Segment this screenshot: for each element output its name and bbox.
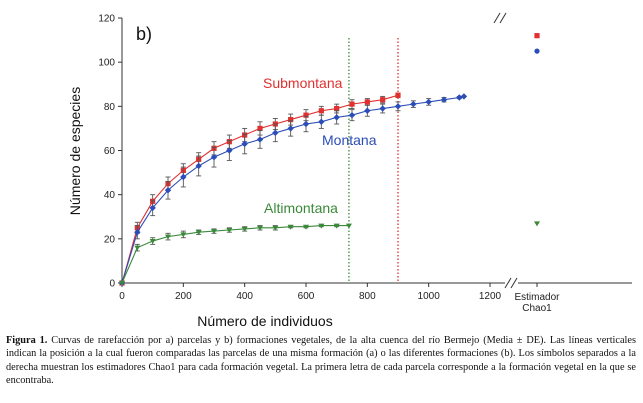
data-point-montana	[256, 136, 264, 143]
data-point-altimontana	[211, 229, 217, 235]
data-point-montana	[272, 129, 279, 137]
panel-label: b)	[136, 24, 152, 44]
y-axis-title: Número de especies	[67, 87, 83, 215]
data-point-altimontana	[257, 225, 263, 231]
x-axis-title: Número de individuos	[197, 313, 332, 329]
estimator-point-montana	[534, 48, 540, 54]
estimator-label: Chao1	[522, 303, 552, 314]
data-point-altimontana	[149, 239, 156, 245]
data-point-altimontana	[165, 234, 171, 240]
data-point-montana	[226, 147, 233, 154]
data-point-submontana	[349, 101, 355, 107]
data-point-submontana	[364, 99, 370, 105]
y-tick-label: 20	[104, 234, 116, 245]
data-point-montana	[348, 111, 356, 119]
x-tick-label: 600	[298, 291, 315, 302]
data-point-montana	[210, 153, 218, 161]
estimator-point-submontana	[534, 33, 540, 39]
data-point-altimontana	[241, 226, 248, 232]
top-break-mark	[493, 12, 501, 24]
data-point-montana	[333, 114, 340, 121]
data-point-altimontana	[226, 228, 233, 233]
data-point-montana	[379, 105, 386, 112]
data-point-montana	[180, 173, 187, 181]
data-point-submontana	[303, 112, 309, 118]
data-point-altimontana	[287, 224, 294, 230]
data-point-altimontana	[195, 230, 202, 236]
data-point-montana	[318, 118, 325, 125]
series-label-montana: Montana	[322, 132, 377, 148]
x-tick-label: 0	[119, 291, 125, 302]
data-point-montana	[302, 120, 310, 128]
data-point-altimontana	[272, 225, 279, 231]
estimator-point-altimontana	[534, 221, 540, 227]
y-tick-label: 120	[98, 14, 115, 25]
y-tick-label: 80	[104, 102, 116, 113]
data-point-montana	[456, 94, 463, 101]
top-break-mark	[499, 12, 507, 24]
x-tick-label: 1200	[479, 291, 502, 302]
x-tick-label: 1000	[418, 291, 441, 302]
data-point-montana	[394, 103, 402, 110]
x-tick-label: 400	[236, 291, 253, 302]
caption-text: Curvas de rarefacción por a) parcelas y …	[6, 335, 636, 387]
y-tick-label: 60	[104, 146, 116, 157]
data-point-submontana	[380, 97, 386, 103]
data-point-montana	[287, 125, 294, 132]
data-point-altimontana	[134, 245, 141, 251]
y-tick-label: 100	[98, 58, 115, 69]
x-tick-label: 200	[175, 291, 192, 302]
data-point-altimontana	[333, 223, 340, 229]
data-point-montana	[241, 140, 248, 148]
data-point-submontana	[334, 105, 340, 112]
data-point-montana	[425, 98, 432, 106]
data-point-submontana	[395, 92, 401, 98]
axis-break-mark	[504, 277, 512, 289]
data-point-altimontana	[180, 232, 187, 238]
series-line-altimontana	[121, 225, 349, 284]
data-point-submontana	[288, 116, 294, 123]
data-point-altimontana	[345, 223, 352, 229]
data-point-montana	[149, 204, 156, 212]
data-point-montana	[460, 93, 468, 100]
data-point-montana	[410, 100, 417, 108]
data-point-montana	[164, 187, 172, 194]
series-label-submontana: Submontana	[263, 75, 343, 91]
x-tick-label: 800	[359, 291, 376, 302]
axis-break-mark	[510, 277, 518, 289]
data-point-montana	[364, 107, 371, 114]
data-point-montana	[440, 96, 448, 103]
data-point-altimontana	[119, 281, 125, 286]
y-tick-label: 40	[104, 190, 116, 201]
data-point-montana	[195, 162, 202, 170]
data-point-submontana	[257, 125, 263, 132]
data-point-altimontana	[303, 224, 309, 230]
y-tick-label: 0	[109, 279, 115, 290]
series-line-montana	[121, 95, 465, 284]
data-point-montana	[134, 229, 141, 236]
series-label-altimontana: Altimontana	[264, 200, 338, 216]
data-point-submontana	[318, 108, 324, 114]
caption-label: Figura 1.	[6, 335, 48, 346]
figure-caption: Figura 1. Curvas de rarefacción por a) p…	[6, 334, 636, 388]
estimator-label: Estimador	[514, 292, 560, 303]
data-point-altimontana	[318, 223, 325, 229]
